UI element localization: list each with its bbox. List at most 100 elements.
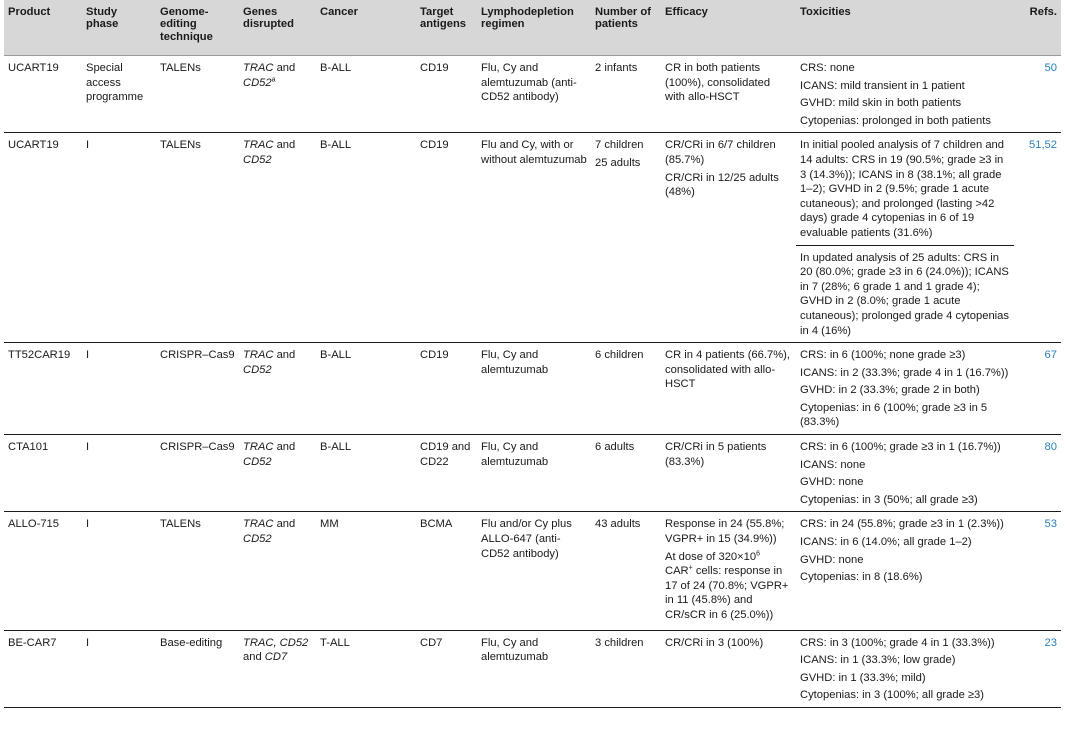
- toxicity-line: ICANS: in 2 (33.3%; grade 4 in 1 (16.7%)…: [800, 366, 1009, 379]
- cell-phase: I: [82, 629, 156, 708]
- cell-refs[interactable]: 23: [1014, 629, 1061, 708]
- cell-toxicities: CRS: none ICANS: mild transient in 1 pat…: [796, 54, 1014, 133]
- toxicity-line: ICANS: mild transient in 1 patient: [800, 79, 965, 92]
- efficacy-line: Response in 24 (55.8%; VGPR+ in 15 (34.9…: [665, 518, 785, 546]
- efficacy-line: CR/CRi in 3 (100%): [665, 636, 764, 649]
- cell-genes: TRAC and CD52a: [239, 54, 316, 133]
- dose-rest: cells: response in 17 of 24 (70.8%; VGPR…: [665, 565, 789, 621]
- efficacy-line: CR in both patients (100%), consolidated…: [665, 62, 771, 104]
- gene-conjunction: and: [273, 518, 296, 531]
- header-product: Product: [4, 0, 82, 56]
- cell-refs[interactable]: 51,52: [1014, 132, 1061, 343]
- gene-name: TRAC: [243, 62, 274, 74]
- cell-efficacy: CR/CRi in 6/7 children (85.7%) CR/CRi in…: [661, 132, 796, 343]
- dose-prefix: At dose of 320×10: [665, 550, 757, 563]
- gene-name: CD52: [243, 455, 272, 468]
- gene-name: CD52: [243, 76, 272, 89]
- patients-line: 7 children: [595, 139, 644, 152]
- cell-technique: TALENs: [156, 54, 239, 133]
- gene-name: TRAC: [243, 139, 274, 152]
- efficacy-line: CR/CRi in 5 patients (83.3%): [665, 441, 767, 468]
- table-row: BE-CAR7 I Base-editing TRAC, CD52 and CD…: [4, 629, 1061, 708]
- cell-refs[interactable]: 67: [1014, 342, 1061, 435]
- toxicity-line: Cytopenias: in 6 (100%; grade ≥3 in 5 (8…: [800, 401, 988, 429]
- cell-phase: Special access programme: [82, 54, 156, 133]
- table-row: UCART19 I TALENs TRAC and CD52 B-ALL CD1…: [4, 132, 1061, 343]
- patients-line: 6 children: [595, 349, 644, 362]
- cell-efficacy: CR/CRi in 5 patients (83.3%): [661, 434, 796, 512]
- gene-name: TRAC: [243, 518, 274, 531]
- efficacy-line: CR/CRi in 12/25 adults (48%): [665, 171, 779, 199]
- footnote-marker: a: [271, 75, 276, 83]
- cell-phase: I: [82, 434, 156, 512]
- toxicity-line: GVHD: in 2 (33.3%; grade 2 in both): [800, 384, 980, 397]
- gene-name: CD52: [243, 153, 272, 166]
- header-toxicities: Toxicities: [796, 0, 1014, 56]
- gene-conjunction: and: [273, 441, 296, 454]
- cell-phase: I: [82, 511, 156, 631]
- toxicity-line: GVHD: none: [800, 553, 864, 566]
- toxicity-line: CRS: in 6 (100%; none grade ≥3): [800, 349, 966, 362]
- cell-patients: 6 adults: [591, 434, 661, 512]
- cell-technique: TALENs: [156, 132, 239, 343]
- cell-patients: 7 children 25 adults: [591, 132, 661, 343]
- patients-line: 6 adults: [595, 441, 635, 454]
- toxicity-line: CRS: none: [800, 62, 855, 74]
- table-row: ALLO-715 I TALENs TRAC and CD52 MM BCMA …: [4, 511, 1061, 631]
- car-plus: +: [688, 564, 693, 572]
- cell-patients: 6 children: [591, 342, 661, 435]
- table-row: TT52CAR19 I CRISPR–Cas9 TRAC and CD52 B-…: [4, 342, 1061, 435]
- toxicity-line: CRS: in 3 (100%; grade 4 in 1 (33.3%)): [800, 636, 995, 649]
- header-patients: Number of patients: [591, 0, 661, 56]
- cell-technique: CRISPR–Cas9: [156, 434, 239, 512]
- cell-regimen: Flu, Cy and alemtuzumab: [477, 342, 591, 435]
- cell-cancer: B-ALL: [316, 434, 416, 512]
- gene-conjunction: and: [273, 139, 296, 152]
- cell-phase: I: [82, 132, 156, 343]
- toxicity-line: ICANS: none: [800, 458, 866, 471]
- cell-product: BE-CAR7: [4, 629, 82, 708]
- toxicity-line: ICANS: in 1 (33.3%; low grade): [800, 654, 956, 667]
- toxicity-line: ICANS: in 6 (14.0%; all grade 1–2): [800, 536, 972, 549]
- cell-patients: 43 adults: [591, 511, 661, 631]
- cell-efficacy: CR/CRi in 3 (100%): [661, 629, 796, 708]
- cell-phase: I: [82, 342, 156, 435]
- cell-toxicities: CRS: in 6 (100%; none grade ≥3) ICANS: i…: [796, 342, 1014, 435]
- cell-cancer: B-ALL: [316, 132, 416, 343]
- gene-name: CD52: [243, 533, 272, 546]
- toxicity-line: Cytopenias: in 3 (50%; all grade ≥3): [800, 493, 978, 506]
- cell-efficacy: CR in both patients (100%), consolidated…: [661, 54, 796, 133]
- cell-refs[interactable]: 80: [1014, 434, 1061, 512]
- cell-genes: TRAC, CD52 and CD7: [239, 629, 316, 708]
- cell-refs[interactable]: 50: [1014, 54, 1061, 133]
- cell-cancer: B-ALL: [316, 54, 416, 133]
- header-refs: Refs.: [1014, 0, 1061, 56]
- header-antigens: Target antigens: [416, 0, 477, 56]
- toxicity-line: Cytopenias: in 3 (100%; all grade ≥3): [800, 689, 984, 702]
- cell-regimen: Flu and Cy, with or without alemtuzumab: [477, 132, 591, 343]
- cell-refs[interactable]: 53: [1014, 511, 1061, 631]
- cell-antigens: CD19: [416, 54, 477, 133]
- cell-regimen: Flu, Cy and alemtuzumab: [477, 629, 591, 708]
- efficacy-line: CR/CRi in 6/7 children (85.7%): [665, 139, 776, 166]
- cell-product: UCART19: [4, 132, 82, 343]
- gene-conjunction: and: [273, 349, 296, 362]
- cell-cancer: MM: [316, 511, 416, 631]
- allogeneic-car-t-table: Product Study phase Genome-editing techn…: [4, 0, 1061, 708]
- dose-exponent: 6: [756, 549, 761, 557]
- toxicity-line: GVHD: none: [800, 476, 864, 489]
- header-regimen: Lymphodepletion regimen: [477, 0, 591, 56]
- gene-name: CD52: [243, 363, 272, 376]
- toxicity-line: Cytopenias: prolonged in both patients: [800, 114, 991, 127]
- cell-cancer: T-ALL: [316, 629, 416, 708]
- cell-product: TT52CAR19: [4, 342, 82, 435]
- table-subrow: In updated analysis of 25 adults: CRS in…: [4, 244, 1061, 343]
- cell-toxicities: CRS: in 3 (100%; grade 4 in 1 (33.3%)) I…: [796, 629, 1014, 708]
- toxicity-line: GVHD: in 1 (33.3%; mild): [800, 671, 926, 684]
- cell-genes: TRAC and CD52: [239, 434, 316, 512]
- cell-antigens: BCMA: [416, 511, 477, 631]
- cell-efficacy: CR in 4 patients (66.7%), consolidated w…: [661, 342, 796, 435]
- patients-line: 25 adults: [595, 156, 641, 169]
- cell-genes: TRAC and CD52: [239, 132, 316, 343]
- gene-name: TRAC: [243, 349, 274, 362]
